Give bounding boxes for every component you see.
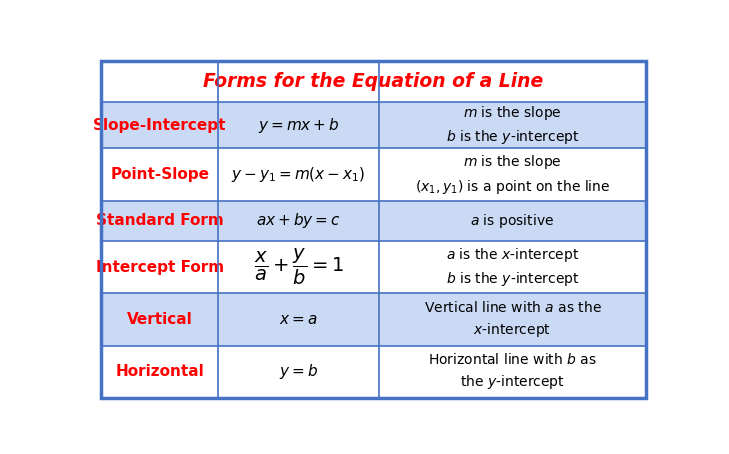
Text: Vertical: Vertical	[127, 312, 192, 327]
Bar	[101, 102, 646, 148]
Bar	[101, 241, 646, 293]
Text: $ax+by=c$: $ax+by=c$	[257, 212, 341, 230]
Text: $a$ is the $x$-intercept
$b$ is the $y$-intercept: $a$ is the $x$-intercept $b$ is the $y$-…	[445, 246, 580, 288]
Text: Slope-Intercept: Slope-Intercept	[93, 118, 227, 133]
Text: Forms for the Equation of a Line: Forms for the Equation of a Line	[203, 72, 544, 91]
Text: $\dfrac{x}{a}+\dfrac{y}{b}=1$: $\dfrac{x}{a}+\dfrac{y}{b}=1$	[254, 247, 344, 287]
Text: Point-Slope: Point-Slope	[110, 167, 209, 182]
Text: Intercept Form: Intercept Form	[95, 260, 224, 275]
Text: Horizontal: Horizontal	[115, 364, 204, 379]
Bar	[101, 61, 646, 102]
Text: Horizontal line with $b$ as
the $y$-intercept: Horizontal line with $b$ as the $y$-inte…	[428, 352, 597, 391]
Text: Vertical line with $a$ as the
$x$-intercept: Vertical line with $a$ as the $x$-interc…	[424, 300, 601, 339]
Text: $m$ is the slope
$b$ is the $y$-intercept: $m$ is the slope $b$ is the $y$-intercep…	[445, 104, 580, 146]
Bar	[101, 345, 646, 398]
Text: $a$ is positive: $a$ is positive	[470, 212, 555, 230]
Bar	[101, 201, 646, 241]
Text: $y=b$: $y=b$	[279, 362, 319, 381]
Text: $y = mx+b$: $y = mx+b$	[258, 116, 340, 135]
Text: $y-y_1=m(x-x_1)$: $y-y_1=m(x-x_1)$	[232, 165, 366, 184]
Text: $m$ is the slope
$(x_1,y_1)$ is a point on the line: $m$ is the slope $(x_1,y_1)$ is a point …	[415, 153, 610, 196]
Text: $x=a$: $x=a$	[279, 312, 318, 327]
Text: Standard Form: Standard Form	[96, 213, 224, 228]
Bar	[101, 148, 646, 201]
Bar	[101, 293, 646, 345]
